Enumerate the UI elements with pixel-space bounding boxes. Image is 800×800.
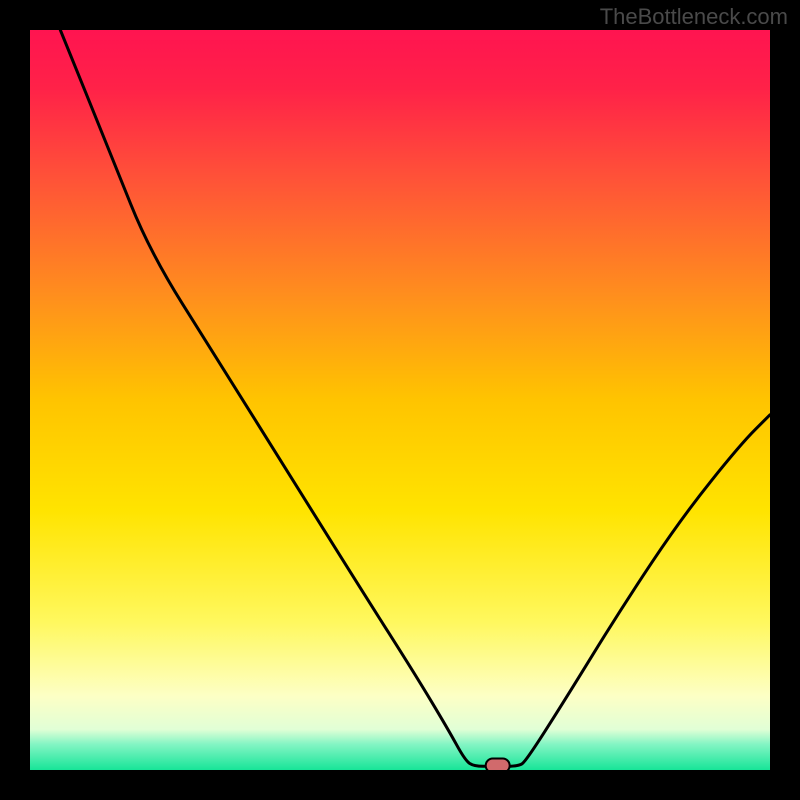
bottleneck-chart (30, 30, 770, 770)
watermark-text: TheBottleneck.com (600, 4, 788, 30)
bottleneck-marker (486, 759, 510, 770)
